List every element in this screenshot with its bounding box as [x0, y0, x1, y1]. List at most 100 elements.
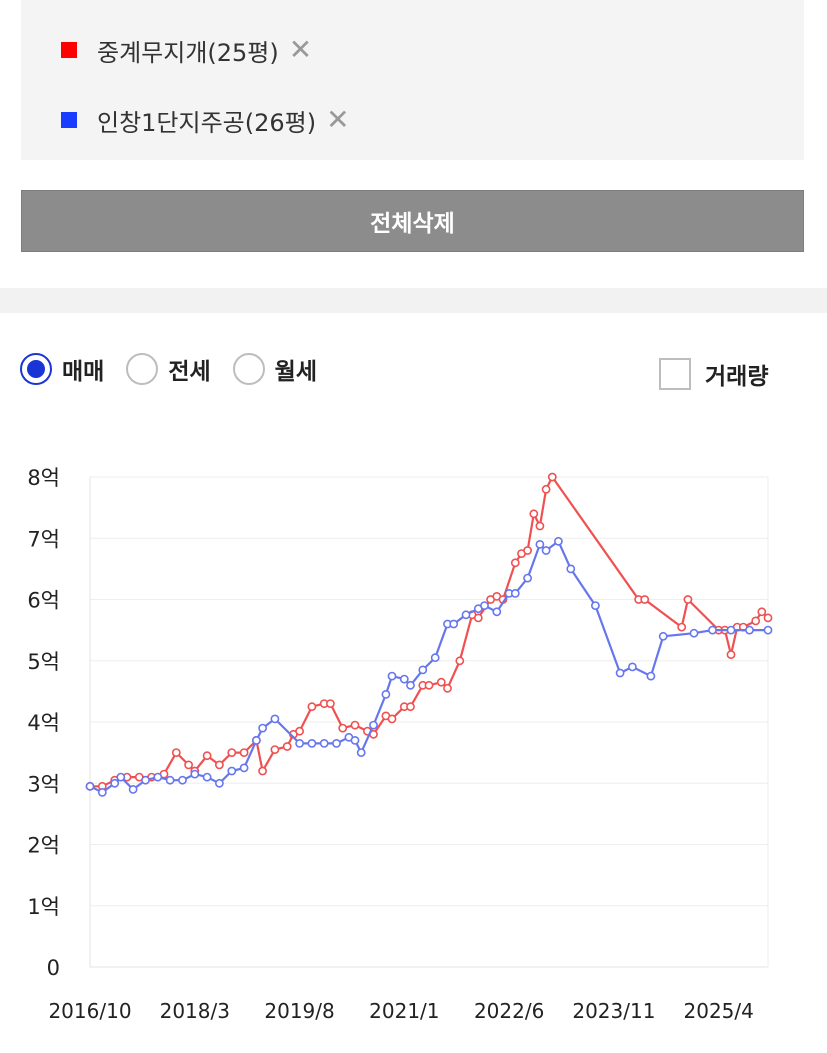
data-point — [541, 484, 551, 494]
data-point — [369, 720, 378, 730]
data-point — [295, 738, 304, 748]
x-tick-label: 2019/8 — [264, 999, 334, 1023]
data-point — [480, 601, 489, 610]
y-tick-label: 5억 — [27, 650, 60, 674]
data-point — [566, 564, 576, 574]
data-point — [658, 631, 668, 641]
data-point — [202, 772, 212, 782]
y-tick-label: 8억 — [27, 466, 60, 490]
x-tick-label: 2016/10 — [48, 999, 131, 1023]
data-point — [677, 622, 687, 632]
data-point — [214, 760, 224, 770]
data-point — [350, 735, 360, 745]
data-point — [270, 714, 280, 724]
data-point — [424, 680, 434, 690]
data-point — [399, 674, 409, 684]
data-point — [258, 723, 267, 733]
data-point — [406, 702, 415, 712]
data-point — [418, 665, 428, 675]
y-tick-label: 6억 — [27, 589, 60, 613]
x-tick-label: 2018/3 — [160, 999, 230, 1023]
series-color-swatch — [61, 42, 77, 58]
data-point — [171, 748, 181, 757]
data-point — [523, 573, 532, 583]
data-point — [763, 613, 773, 623]
x-tick-label: 2025/4 — [684, 999, 754, 1023]
data-point — [449, 619, 459, 629]
radio-sale[interactable]: 매매 — [20, 352, 104, 386]
series-line-1 — [90, 475, 769, 788]
data-point — [726, 650, 736, 659]
checkbox-icon — [659, 358, 691, 390]
data-point — [190, 769, 200, 779]
data-point — [184, 760, 193, 770]
radio-label: 월세 — [274, 359, 317, 385]
data-point — [745, 625, 754, 635]
series-color-swatch — [61, 112, 77, 128]
data-point — [726, 625, 736, 635]
data-point — [529, 509, 539, 519]
data-point — [350, 720, 360, 730]
data-point — [523, 546, 532, 555]
data-point — [178, 775, 187, 785]
data-point — [381, 689, 391, 699]
delete-all-button[interactable]: 전체삭제 — [21, 190, 804, 252]
data-point — [282, 742, 292, 751]
data-point — [128, 784, 138, 794]
data-point — [258, 766, 267, 776]
trade-type-radio-group: 매매 전세 월세 — [20, 352, 339, 386]
data-point — [227, 766, 237, 776]
data-point — [510, 558, 520, 568]
data-point — [751, 616, 761, 626]
data-point — [332, 738, 341, 748]
data-point — [116, 772, 126, 782]
data-point — [406, 680, 415, 690]
data-point — [689, 628, 699, 638]
y-tick-label: 0 — [47, 956, 60, 980]
comparison-item-name: 인창1단지주공(26평) — [97, 108, 317, 137]
y-tick-label: 3억 — [27, 772, 60, 796]
comparison-item-1: 중계무지개(25평) ✕ — [61, 30, 312, 70]
x-tick-label: 2022/6 — [474, 999, 544, 1023]
radio-label: 전세 — [168, 359, 211, 385]
data-point — [227, 748, 237, 757]
data-point — [307, 702, 317, 712]
y-tick-label: 2억 — [27, 834, 60, 858]
x-tick-label: 2023/11 — [572, 999, 655, 1023]
data-point — [461, 610, 471, 620]
data-point — [547, 472, 557, 482]
data-point — [251, 735, 261, 745]
data-point — [492, 607, 502, 617]
data-point — [387, 714, 397, 724]
close-icon[interactable]: ✕ — [326, 103, 350, 136]
data-point — [214, 778, 224, 788]
data-point — [141, 775, 150, 785]
data-point — [455, 656, 465, 666]
close-icon[interactable]: ✕ — [288, 33, 313, 66]
radio-monthly-rent[interactable]: 월세 — [232, 352, 317, 386]
radio-jeonse[interactable]: 전세 — [126, 352, 211, 386]
data-point — [97, 787, 107, 797]
data-point — [535, 521, 545, 531]
data-point — [338, 723, 348, 733]
data-point — [443, 683, 452, 693]
y-tick-label: 1억 — [27, 895, 60, 919]
data-point — [319, 738, 329, 748]
data-point — [757, 607, 767, 617]
data-point — [473, 613, 483, 623]
volume-label: 거래량 — [705, 364, 769, 390]
data-point — [554, 536, 563, 546]
data-point — [510, 588, 520, 598]
data-point — [683, 595, 693, 604]
data-point — [295, 726, 304, 736]
data-point — [165, 775, 175, 785]
data-point — [325, 699, 335, 708]
volume-checkbox[interactable]: 거래량 — [659, 357, 768, 391]
data-point — [615, 668, 625, 678]
section-divider — [0, 288, 827, 313]
radio-circle-icon — [20, 353, 52, 385]
data-point — [387, 671, 397, 681]
data-point — [307, 738, 317, 748]
y-tick-label: 7억 — [27, 527, 60, 551]
data-point — [239, 748, 249, 757]
